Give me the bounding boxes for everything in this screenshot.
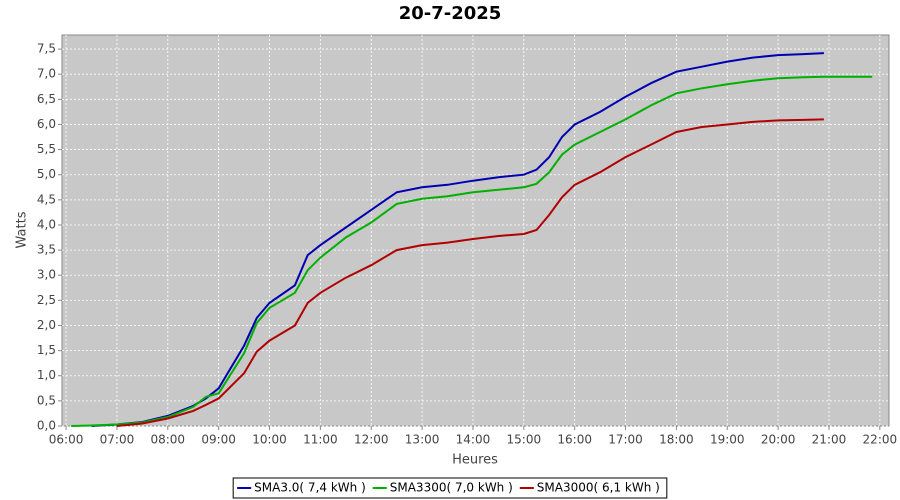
x-tick-label: 13:00 — [405, 433, 440, 447]
y-tick-label: 6,0 — [37, 117, 56, 131]
chart-title: 20-7-2025 — [399, 3, 502, 24]
y-tick-label: 7,0 — [37, 67, 56, 81]
plot-area — [61, 34, 890, 427]
y-tick-label: 6,5 — [37, 92, 56, 106]
y-tick-label: 0,0 — [37, 419, 56, 433]
x-axis-label: Heures — [452, 453, 498, 468]
x-tick-label: 07:00 — [100, 433, 135, 447]
x-tick-label: 19:00 — [710, 433, 745, 447]
legend-label: SMA3000( 6,1 kWh ) — [537, 481, 660, 495]
y-tick-label: 3,0 — [37, 268, 56, 282]
x-tick-label: 12:00 — [354, 433, 389, 447]
series-line — [116, 118, 824, 427]
y-axis-label: Watts — [15, 211, 30, 248]
y-tick-label: 3,5 — [37, 243, 56, 257]
y-tick-label: 2,5 — [37, 293, 56, 307]
series-line — [91, 52, 824, 427]
y-tick-label: 7,5 — [37, 42, 56, 56]
legend-label: SMA3.0( 7,4 kWh ) — [254, 481, 366, 495]
y-tick-label: 5,5 — [37, 142, 56, 156]
x-tick-label: 14:00 — [456, 433, 491, 447]
legend: SMA3.0( 7,4 kWh ) SMA3300( 7,0 kWh ) SMA30… — [232, 477, 668, 499]
x-tick-label: 20:00 — [761, 433, 796, 447]
x-tick-label: 17:00 — [608, 433, 643, 447]
x-tick-label: 21:00 — [812, 433, 847, 447]
legend-box — [232, 477, 668, 499]
x-tick-label: 06:00 — [49, 433, 84, 447]
series-line — [71, 75, 873, 427]
x-tick-label: 16:00 — [557, 433, 592, 447]
y-tick-label: 0,5 — [37, 393, 56, 407]
x-tick-label: 18:00 — [659, 433, 694, 447]
legend-label: SMA3300( 7,0 kWh ) — [390, 481, 513, 495]
y-tick-label: 4,5 — [37, 192, 56, 206]
y-tick-label: 2,0 — [37, 318, 56, 332]
y-tick-label: 1,5 — [37, 343, 56, 357]
x-tick-label: 08:00 — [150, 433, 185, 447]
y-tick-label: 4,0 — [37, 217, 56, 231]
y-tick-label: 5,0 — [37, 167, 56, 181]
x-tick-label: 10:00 — [252, 433, 287, 447]
x-tick-label: 15:00 — [507, 433, 542, 447]
y-tick-label: 1,0 — [37, 368, 56, 382]
x-tick-label: 11:00 — [303, 433, 338, 447]
x-tick-label: 09:00 — [201, 433, 236, 447]
x-tick-label: 22:00 — [863, 433, 898, 447]
